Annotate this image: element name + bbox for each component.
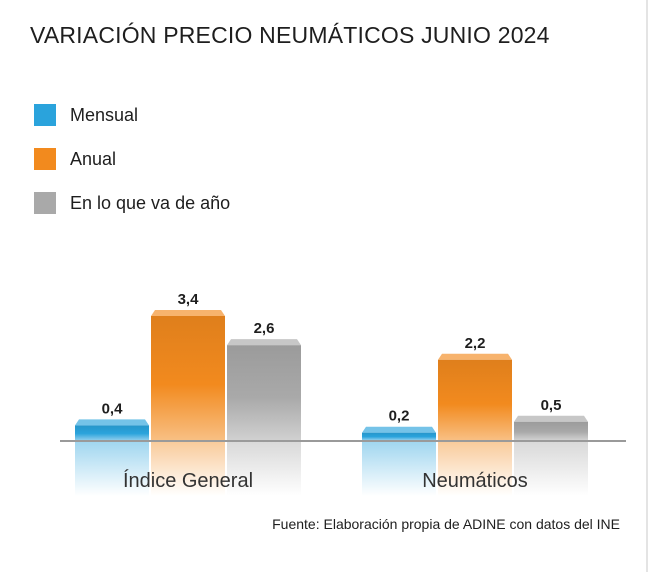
legend-swatch-mensual xyxy=(34,104,56,126)
data-labels-group: 0,4 3,4 2,6 0,2 2,2 0,5 xyxy=(102,291,562,425)
bar-neum-ticos-anual xyxy=(438,359,512,440)
legend-label-anual: Anual xyxy=(70,149,117,169)
data-label--ndice-general-mensual: 0,4 xyxy=(102,400,124,417)
bar--ndice-general-anual xyxy=(151,316,225,440)
bar--ndice-general-en-lo-que-va-de-a-o xyxy=(227,345,301,440)
data-label--ndice-general-anual: 3,4 xyxy=(178,291,200,308)
bar-reflection-neum-ticos-anual xyxy=(438,441,512,496)
data-label-neum-ticos-anual: 2,2 xyxy=(465,335,486,352)
bar-neum-ticos-en-lo-que-va-de-a-o xyxy=(514,421,588,440)
chart-title: VARIACIÓN PRECIO NEUMÁTICOS JUNIO 2024 xyxy=(30,22,550,48)
data-label-neum-ticos-mensual: 0,2 xyxy=(389,408,410,425)
bar-top--ndice-general-anual xyxy=(151,310,225,316)
source-note: Fuente: Elaboración propia de ADINE con … xyxy=(272,516,620,532)
bar-top-neum-ticos-en-lo-que-va-de-a-o xyxy=(514,415,588,422)
legend-swatch-en-lo-que-va-de-ano xyxy=(34,192,56,214)
legend-swatch-anual xyxy=(34,148,56,170)
legend-label-en-lo-que-va-de-ano: En lo que va de año xyxy=(70,193,231,213)
bar-reflections xyxy=(75,441,588,496)
bar-reflection-neum-ticos-en-lo-que-va-de-a-o xyxy=(514,441,588,496)
bar-reflection--ndice-general-anual xyxy=(151,441,225,496)
bar-top--ndice-general-en-lo-que-va-de-a-o xyxy=(227,339,301,346)
bar-top-neum-ticos-anual xyxy=(438,353,512,360)
bar-top--ndice-general-mensual xyxy=(75,419,149,426)
category-label-0: Índice General xyxy=(123,469,253,492)
bar-neum-ticos-mensual xyxy=(362,432,436,440)
category-label-1: Neumáticos xyxy=(422,470,528,492)
bar-reflection--ndice-general-en-lo-que-va-de-a-o xyxy=(227,441,301,496)
category-labels-group: Índice General Neumáticos xyxy=(123,469,528,492)
bar-reflection-neum-ticos-mensual xyxy=(362,441,436,496)
bar-top-neum-ticos-mensual xyxy=(362,426,436,433)
bar-reflection--ndice-general-mensual xyxy=(75,441,149,496)
data-label-neum-ticos-en-lo-que-va-de-a-o: 0,5 xyxy=(541,397,562,414)
bars-group xyxy=(75,310,588,440)
legend-label-mensual: Mensual xyxy=(70,105,139,125)
data-label--ndice-general-en-lo-que-va-de-a-o: 2,6 xyxy=(254,320,275,337)
bar--ndice-general-mensual xyxy=(75,425,149,440)
